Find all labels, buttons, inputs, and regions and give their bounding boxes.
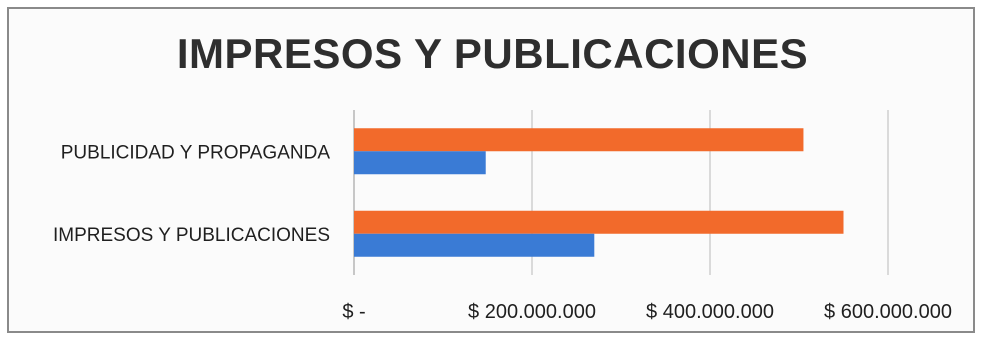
tick-labels: $ - $ 200.000.000 $ 400.000.000 $ 600.000.0… <box>342 301 952 323</box>
bars <box>354 128 844 257</box>
x-tick-label: $ - <box>342 301 365 323</box>
chart-frame <box>7 7 975 333</box>
chart-title: IMPRESOS Y PUBLICACIONES <box>176 30 809 77</box>
x-tick-label: $ 200.000.000 <box>468 301 596 323</box>
bar-series-1 <box>354 128 804 152</box>
bar-series-2 <box>354 233 595 257</box>
category-label: IMPRESOS Y PUBLICACIONES <box>53 225 330 246</box>
category-label: PUBLICIDAD Y PROPAGANDA <box>61 142 331 163</box>
x-tick-label: $ 400.000.000 <box>646 301 774 323</box>
category-labels: PUBLICIDAD Y PROPAGANDA IMPRESOS Y PUBLIC… <box>53 142 330 246</box>
x-tick-label: $ 600.000.000 <box>824 301 952 323</box>
bar-series-2 <box>354 151 486 175</box>
bar-series-1 <box>354 210 844 234</box>
